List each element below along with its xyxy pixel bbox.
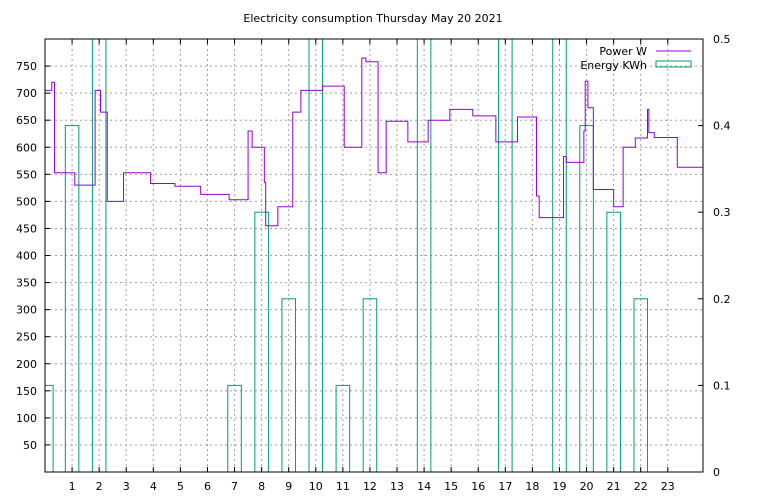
x-tick-label: 15 — [444, 480, 458, 493]
chart-title: Electricity consumption Thursday May 20 … — [243, 12, 502, 25]
y2-tick-label: 0.1 — [713, 379, 731, 392]
y-tick-label: 300 — [16, 304, 37, 317]
y-tick-label: 100 — [16, 412, 37, 425]
y2-axis-labels: 0 0.1 0.2 0.3 0.4 0.5 — [713, 33, 731, 479]
y-tick-label: 700 — [16, 87, 37, 100]
x-tick-label: 23 — [661, 480, 675, 493]
x-tick-label: 2 — [96, 480, 103, 493]
y2-tick-label: 0 — [713, 466, 720, 479]
x-tick-label: 13 — [390, 480, 404, 493]
y-tick-label: 350 — [16, 277, 37, 290]
x-tick-label: 10 — [309, 480, 323, 493]
y2-tick-label: 0.5 — [713, 33, 731, 46]
x-tick-label: 12 — [363, 480, 377, 493]
x-tick-label: 8 — [258, 480, 265, 493]
legend-label-energy: Energy KWh — [580, 59, 647, 72]
y-tick-label: 550 — [16, 168, 37, 181]
y-axis-labels: 50 100 150 200 250 300 350 400 450 500 550 600 650 70… — [16, 60, 37, 452]
x-tick-label: 21 — [607, 480, 621, 493]
tick-layer — [45, 38, 703, 473]
energy-bar — [44, 384, 54, 473]
plot-frame — [44, 38, 704, 473]
x-tick-label: 5 — [177, 480, 184, 493]
x-tick-label: 19 — [552, 480, 566, 493]
y-tick-label: 150 — [16, 385, 37, 398]
y2-tick-label: 0.2 — [713, 293, 731, 306]
x-tick-label: 4 — [150, 480, 157, 493]
x-tick-label: 3 — [123, 480, 130, 493]
y-tick-label: 600 — [16, 141, 37, 154]
legend: Power W Energy KWh — [580, 45, 692, 72]
y-tick-label: 750 — [16, 60, 37, 73]
x-tick-label: 18 — [525, 480, 539, 493]
x-tick-label: 14 — [417, 480, 431, 493]
y-tick-label: 400 — [16, 250, 37, 263]
y-tick-label: 650 — [16, 114, 37, 127]
y-tick-label: 200 — [16, 358, 37, 371]
y2-tick-label: 0.4 — [713, 120, 731, 133]
x-tick-label: 16 — [471, 480, 485, 493]
power-line — [45, 57, 703, 227]
x-tick-label: 6 — [204, 480, 211, 493]
energy-bar — [254, 211, 269, 473]
x-tick-label: 22 — [634, 480, 648, 493]
x-axis-labels: 1 2 3 4 5 6 7 8 9 10 11 12 13 14 15 16 17 18 19 20 21 22 23 — [69, 480, 675, 493]
x-tick-label: 9 — [285, 480, 292, 493]
legend-swatch-energy — [655, 60, 692, 68]
y-tick-label: 50 — [23, 439, 37, 452]
y-tick-label: 450 — [16, 222, 37, 235]
power-series — [45, 57, 703, 227]
grid-layer — [45, 39, 703, 472]
x-tick-label: 20 — [580, 480, 594, 493]
y-tick-label: 500 — [16, 195, 37, 208]
x-tick-label: 7 — [231, 480, 238, 493]
y-tick-label: 250 — [16, 331, 37, 344]
energy-bar — [606, 211, 621, 473]
x-tick-label: 1 — [69, 480, 76, 493]
x-tick-label: 11 — [336, 480, 350, 493]
y2-tick-label: 0.3 — [713, 206, 731, 219]
legend-label-power: Power W — [599, 45, 647, 58]
x-tick-label: 17 — [498, 480, 512, 493]
